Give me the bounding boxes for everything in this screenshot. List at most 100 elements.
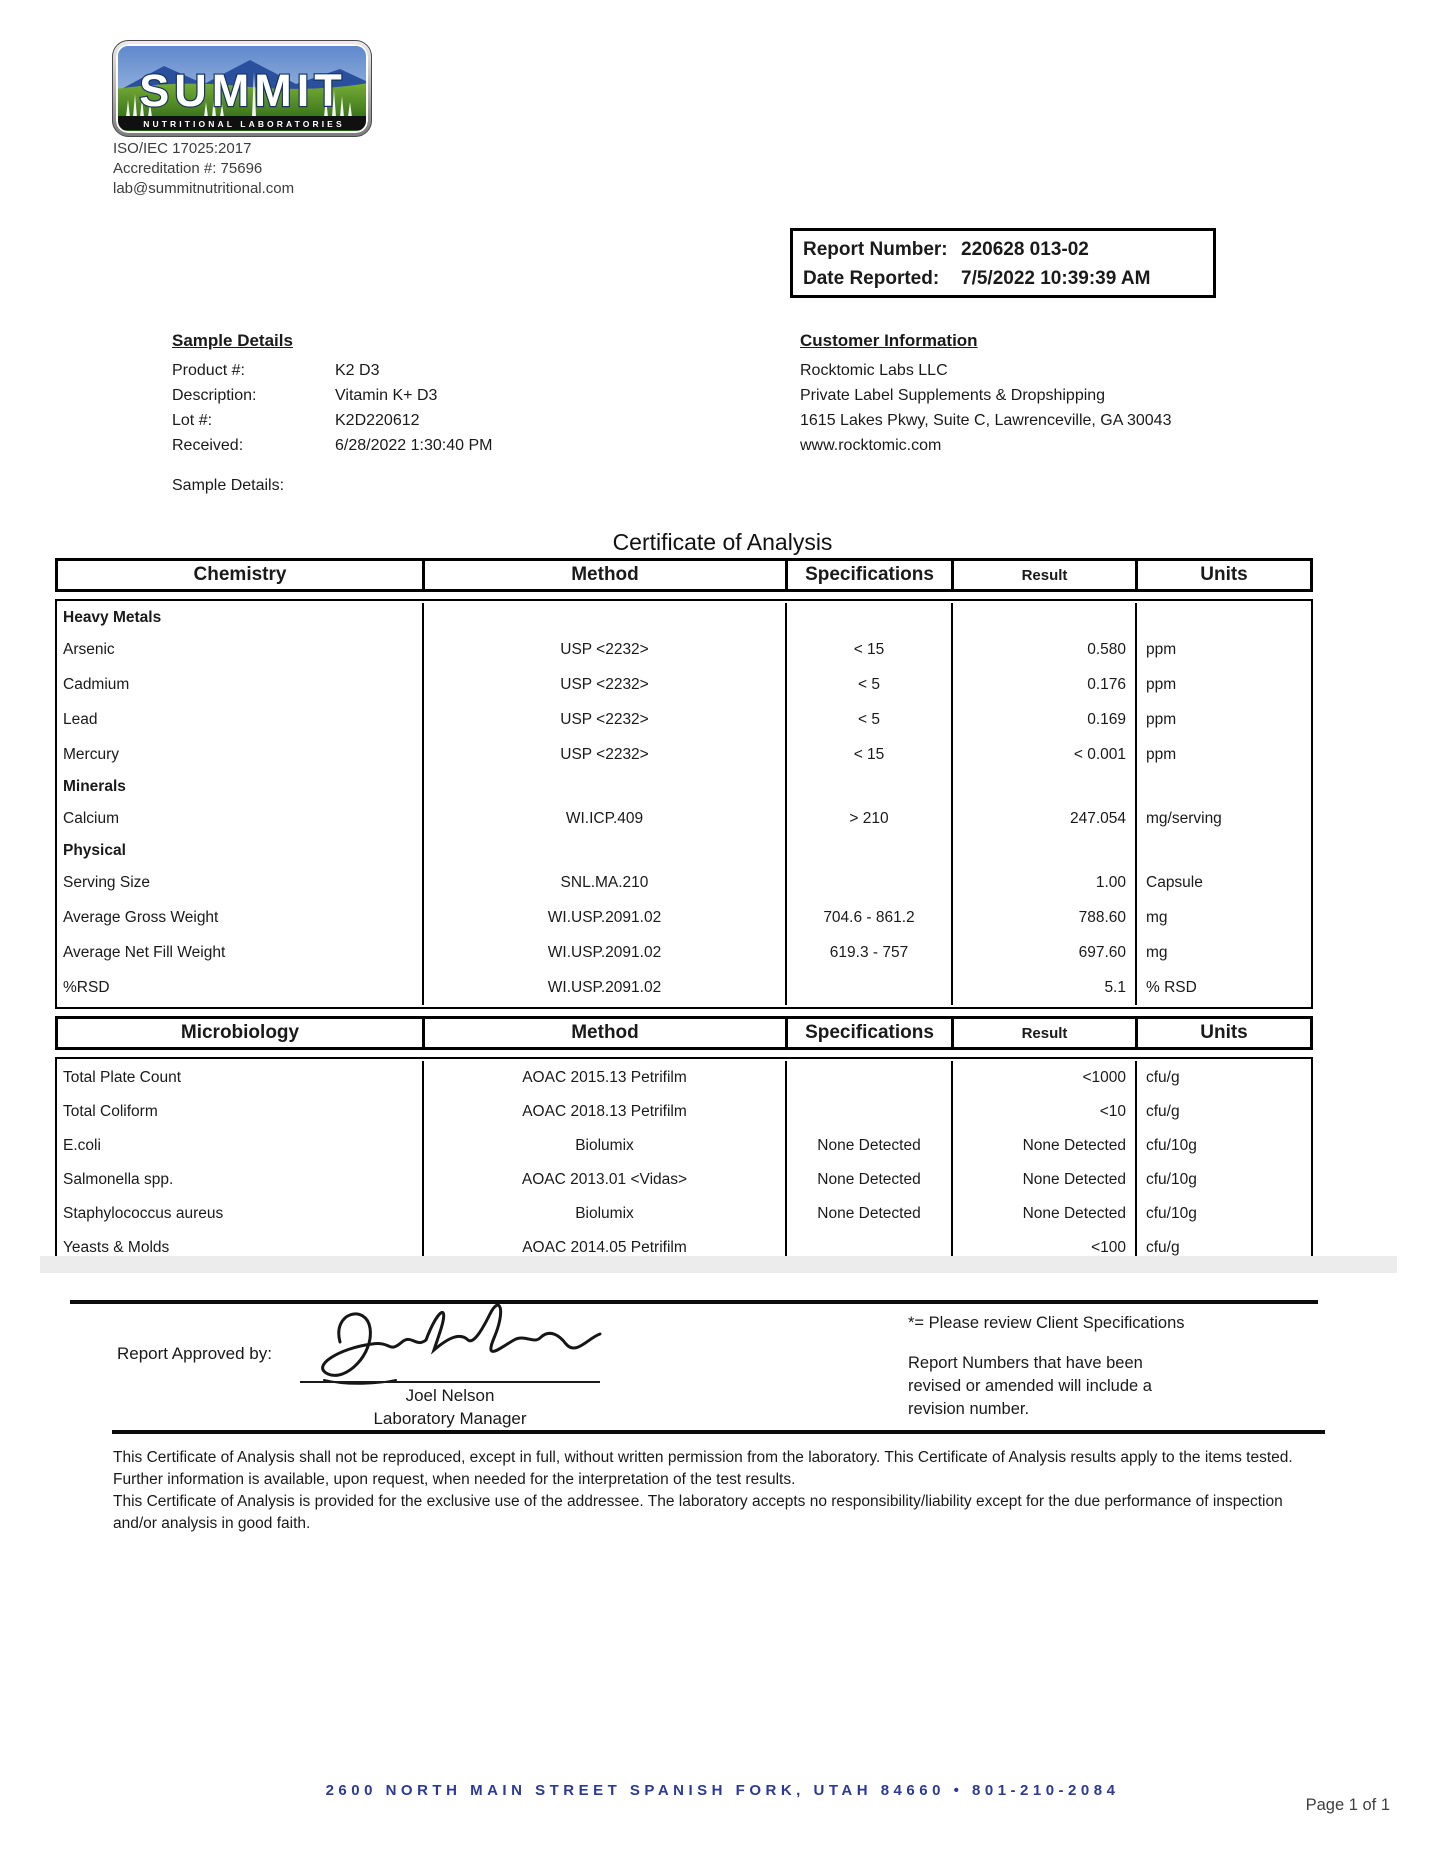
accreditation-number-text: Accreditation #: 75696 [113, 160, 263, 177]
description-label: Description: [172, 387, 257, 404]
cell-specification [787, 1061, 953, 1095]
cell-analyte: Calcium [57, 801, 424, 836]
customer-address: 1615 Lakes Pkwy, Suite C, Lawrenceville,… [800, 412, 1172, 429]
column-header: Method [425, 1019, 788, 1047]
cell-method: WI.ICP.409 [424, 801, 787, 836]
cell-specification [787, 603, 953, 632]
cell-result: 0.176 [953, 667, 1137, 702]
microbiology-table-body: Total Plate Count AOAC 2015.13 Petrifilm <… [55, 1057, 1313, 1269]
cell-result [953, 603, 1137, 632]
iso-standard-text: ISO/IEC 17025:2017 [113, 140, 252, 157]
report-approved-by-label: Report Approved by: [117, 1344, 272, 1363]
lot-value: K2D220612 [335, 412, 420, 429]
cell-result: 788.60 [953, 900, 1137, 935]
disclaimer-block: This Certificate of Analysis shall not b… [113, 1447, 1305, 1535]
lab-address-footer: 2600 North Main Street Spanish Fork, Uta… [325, 1782, 1120, 1799]
cell-specification [787, 836, 953, 865]
date-reported-label: Date Reported: [803, 268, 940, 289]
cell-analyte: Total Coliform [57, 1095, 424, 1129]
cell-analyte: E.coli [57, 1129, 424, 1163]
cell-analyte: Total Plate Count [57, 1061, 424, 1095]
cell-specification: < 5 [787, 702, 953, 737]
cell-result: <10 [953, 1095, 1137, 1129]
cell-units: cfu/g [1146, 1103, 1180, 1120]
cell-method: USP <2232> [424, 737, 787, 772]
cell-units: cfu/10g [1146, 1137, 1197, 1154]
cell-method [424, 603, 787, 632]
cell-specification [787, 970, 953, 1005]
report-number-label: Report Number: [803, 239, 948, 260]
logo-banner-text: NUTRITIONAL LABORATORIES [143, 119, 344, 129]
report-info-box: Report Number: 220628 013-02 Date Report… [790, 228, 1216, 298]
cell-units: mg/serving [1146, 809, 1222, 827]
cell-result [953, 772, 1137, 801]
cell-units: % RSD [1146, 978, 1197, 996]
lot-label: Lot #: [172, 412, 213, 429]
summit-logo: NUTRITIONAL LABORATORIES SUMMIT [112, 40, 372, 137]
cell-result: < 0.001 [953, 737, 1137, 772]
column-header: Result [954, 561, 1138, 589]
cell-method: USP <2232> [424, 667, 787, 702]
cell-units: ppm [1146, 640, 1177, 658]
cell-analyte: Staphylococcus aureus [57, 1197, 424, 1231]
column-header: Specifications [788, 561, 954, 589]
client-specifications-note: *= Please review Client Specifications [908, 1314, 1185, 1332]
cell-method: AOAC 2015.13 Petrifilm [424, 1061, 787, 1095]
chromatogram-peaks-graphic [126, 72, 352, 117]
description-row: Description: Vitamin K+ D3 [172, 383, 492, 408]
column-header: Chemistry [58, 561, 425, 589]
cell-specification [787, 1095, 953, 1129]
revision-note: Report Numbers that have been revised or… [908, 1354, 1152, 1418]
customer-info-heading: Customer Information [800, 331, 978, 350]
document-title: Certificate of Analysis [612, 529, 833, 555]
cell-method: WI.USP.2091.02 [424, 935, 787, 970]
approver-name: Joel Nelson [405, 1386, 495, 1405]
cell-units: ppm [1146, 745, 1177, 763]
horizontal-rule-top [70, 1300, 1318, 1304]
disclaimer-paragraph-1: This Certificate of Analysis shall not b… [113, 1449, 1293, 1488]
chemistry-table-header: Chemistry Method Specifications Result Units [55, 558, 1313, 592]
cell-units: cfu/10g [1146, 1171, 1197, 1188]
section-label: Heavy Metals [57, 603, 424, 632]
cell-analyte: Arsenic [57, 632, 424, 667]
column-header: Microbiology [58, 1019, 425, 1047]
cell-units: mg [1146, 908, 1168, 926]
cell-result: 0.580 [953, 632, 1137, 667]
cell-method: Biolumix [424, 1129, 787, 1163]
product-label: Product #: [172, 362, 245, 379]
cell-specification [787, 865, 953, 900]
product-value: K2 D3 [335, 362, 380, 379]
cell-result: 697.60 [953, 935, 1137, 970]
signature-graphic [321, 1303, 602, 1385]
cell-method: WI.USP.2091.02 [424, 970, 787, 1005]
page-number: Page 1 of 1 [1305, 1796, 1390, 1814]
cell-result: <1000 [953, 1061, 1137, 1095]
cell-units: cfu/g [1146, 1069, 1180, 1086]
approver-title: Laboratory Manager [373, 1409, 527, 1428]
cell-units: cfu/10g [1146, 1205, 1197, 1222]
cell-units: mg [1146, 943, 1168, 961]
cell-specification: 619.3 - 757 [787, 935, 953, 970]
column-header: Specifications [788, 1019, 954, 1047]
report-number-value: 220628 013-02 [961, 239, 1089, 260]
sample-details-heading: Sample Details [172, 331, 293, 350]
received-value: 6/28/2022 1:30:40 PM [335, 437, 493, 454]
section-label: Minerals [57, 772, 424, 801]
date-reported-value: 7/5/2022 10:39:39 AM [961, 268, 1151, 289]
horizontal-rule-bottom [112, 1430, 1325, 1434]
cell-units [1137, 772, 1311, 801]
cell-method: AOAC 2013.01 <Vidas> [424, 1163, 787, 1197]
cell-analyte: Serving Size [57, 865, 424, 900]
cell-analyte: Cadmium [57, 667, 424, 702]
cell-method: Biolumix [424, 1197, 787, 1231]
cell-method [424, 836, 787, 865]
cell-units: ppm [1146, 710, 1177, 728]
cell-method: WI.USP.2091.02 [424, 900, 787, 935]
cell-result: None Detected [953, 1163, 1137, 1197]
scan-shadow-band [40, 1256, 1397, 1273]
report-number-row: Report Number: 220628 013-02 [803, 235, 1203, 264]
received-row: Received: 6/28/2022 1:30:40 PM [172, 433, 492, 458]
description-value: Vitamin K+ D3 [335, 387, 438, 404]
cell-specification: 704.6 - 861.2 [787, 900, 953, 935]
